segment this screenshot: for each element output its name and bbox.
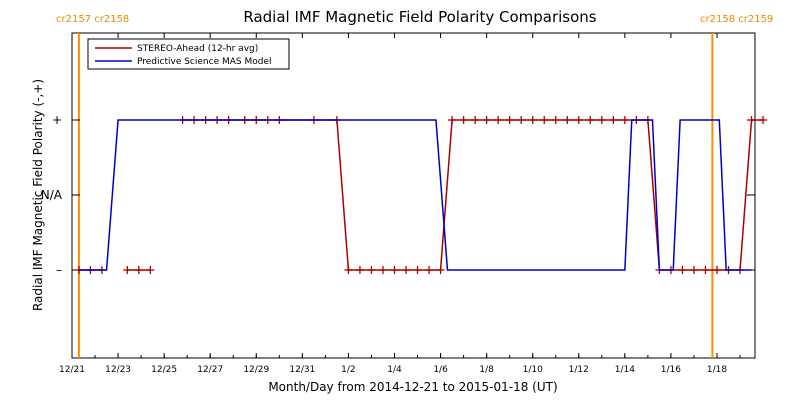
data-point-stereo <box>759 116 768 124</box>
data-point-stereo <box>712 266 721 274</box>
data-point-stereo <box>378 266 387 274</box>
data-point-stereo <box>134 266 143 274</box>
data-point-stereo <box>146 266 155 274</box>
data-point-stereo <box>390 266 399 274</box>
x-tick-label: 12/27 <box>197 365 223 375</box>
data-point-stereo <box>747 116 756 124</box>
data-point-stereo <box>436 266 445 274</box>
carrington-label: cr2158 cr2159 <box>700 14 773 25</box>
y-tick-label: + <box>52 113 62 127</box>
data-point-stereo <box>425 266 434 274</box>
data-point-stereo <box>494 116 503 124</box>
data-point-stereo <box>620 116 629 124</box>
data-point-stereo <box>123 266 132 274</box>
data-point-stereo <box>563 116 572 124</box>
data-point-stereo <box>597 116 606 124</box>
x-tick-label: 1/6 <box>433 365 448 375</box>
x-tick-label: 12/21 <box>59 365 85 375</box>
chart-title: Radial IMF Magnetic Field Polarity Compa… <box>243 8 596 26</box>
x-tick-label: 12/23 <box>105 365 131 375</box>
data-point-stereo <box>586 116 595 124</box>
x-tick-label: 1/10 <box>523 365 543 375</box>
x-tick-label: 1/4 <box>387 365 402 375</box>
data-point-stereo <box>459 116 468 124</box>
data-point-stereo <box>528 116 537 124</box>
data-point-stereo <box>574 116 583 124</box>
x-tick-label: 1/2 <box>341 365 355 375</box>
data-point-stereo <box>482 116 491 124</box>
x-tick-label: 1/12 <box>569 365 589 375</box>
series-line-mas <box>78 119 752 271</box>
x-axis-ticks: 12/21 12/23 12/25 12/27 12/29 12/31 1/2 1/4 1/6 1… <box>59 33 741 375</box>
data-point-stereo <box>402 266 411 274</box>
data-point-stereo <box>505 116 514 124</box>
x-tick-label: 12/31 <box>289 365 315 375</box>
legend-box <box>87 38 290 70</box>
data-point-stereo <box>367 266 376 274</box>
x-tick-label: 1/16 <box>661 365 681 375</box>
x-tick-label: 1/14 <box>615 365 635 375</box>
data-point-stereo <box>413 266 422 274</box>
data-point-stereo <box>540 116 549 124</box>
data-point-stereo <box>678 266 687 274</box>
x-tick-label: 12/29 <box>243 365 269 375</box>
plot-area <box>71 32 756 359</box>
data-point-stereo <box>609 116 618 124</box>
series-layer <box>74 116 768 274</box>
carrington-label: cr2157 cr2158 <box>56 14 129 25</box>
data-point-stereo <box>355 266 364 274</box>
x-tick-label: 12/25 <box>151 365 177 375</box>
data-point-stereo <box>344 266 353 274</box>
legend-label-stereo: STEREO-Ahead (12-hr avg) <box>137 44 258 54</box>
data-point-stereo <box>551 116 560 124</box>
data-point-stereo <box>471 116 480 124</box>
x-tick-label: 1/8 <box>479 365 494 375</box>
y-axis-ticks: + N/A – <box>41 113 755 277</box>
y-axis-label: Radial IMF Magnetic Field Polarity (-,+) <box>31 79 45 311</box>
data-point-stereo <box>689 266 698 274</box>
y-tick-label: N/A <box>41 188 63 202</box>
data-point-stereo <box>448 116 457 124</box>
y-tick-label: – <box>56 263 62 277</box>
x-tick-label: 1/18 <box>707 365 727 375</box>
x-axis-label: Month/Day from 2014-12-21 to 2015-01-18 … <box>268 380 557 394</box>
legend: STEREO-Ahead (12-hr avg) Predictive Scie… <box>87 38 290 70</box>
data-point-stereo <box>701 266 710 274</box>
data-point-stereo <box>517 116 526 124</box>
legend-label-mas: Predictive Science MAS Model <box>137 57 272 67</box>
